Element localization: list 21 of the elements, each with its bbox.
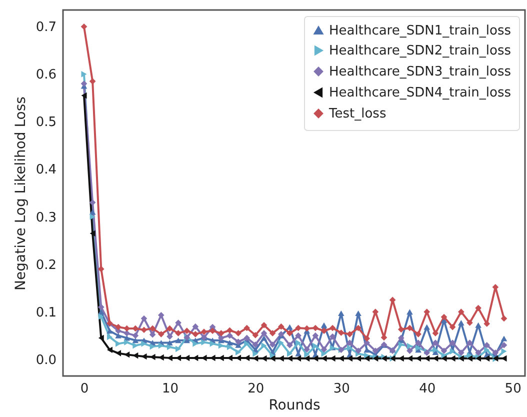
legend-label: Healthcare_SDN3_train_loss: [329, 64, 512, 80]
legend-label: Healthcare_SDN1_train_loss: [329, 24, 512, 38]
x-tick-label: 10: [162, 382, 178, 396]
legend-label: Test_loss: [328, 106, 386, 122]
legend-label: Healthcare_SDN4_train_loss: [329, 86, 512, 100]
y-tick-label: 0.2: [36, 258, 56, 273]
y-axis-title: Negative Log Likelihod Loss: [12, 96, 29, 290]
y-tick-label: 0.3: [36, 210, 56, 226]
y-tick-label: 0.0: [36, 352, 56, 368]
x-tick-label: 20: [248, 382, 264, 396]
x-axis-title: Rounds: [268, 398, 320, 414]
y-tick-label: 0.4: [36, 162, 56, 178]
y-tick-label: 0.1: [36, 305, 56, 320]
x-tick-label: 50: [504, 382, 522, 396]
x-tick-label: 0: [80, 382, 89, 396]
x-tick-label: 30: [333, 382, 350, 396]
y-tick-label: 0.6: [36, 68, 56, 83]
y-tick-label: 0.7: [36, 20, 56, 36]
x-tick-label: 40: [419, 382, 436, 396]
legend-label: Healthcare_SDN2_train_loss: [329, 44, 512, 58]
y-tick-label: 0.5: [36, 115, 56, 130]
